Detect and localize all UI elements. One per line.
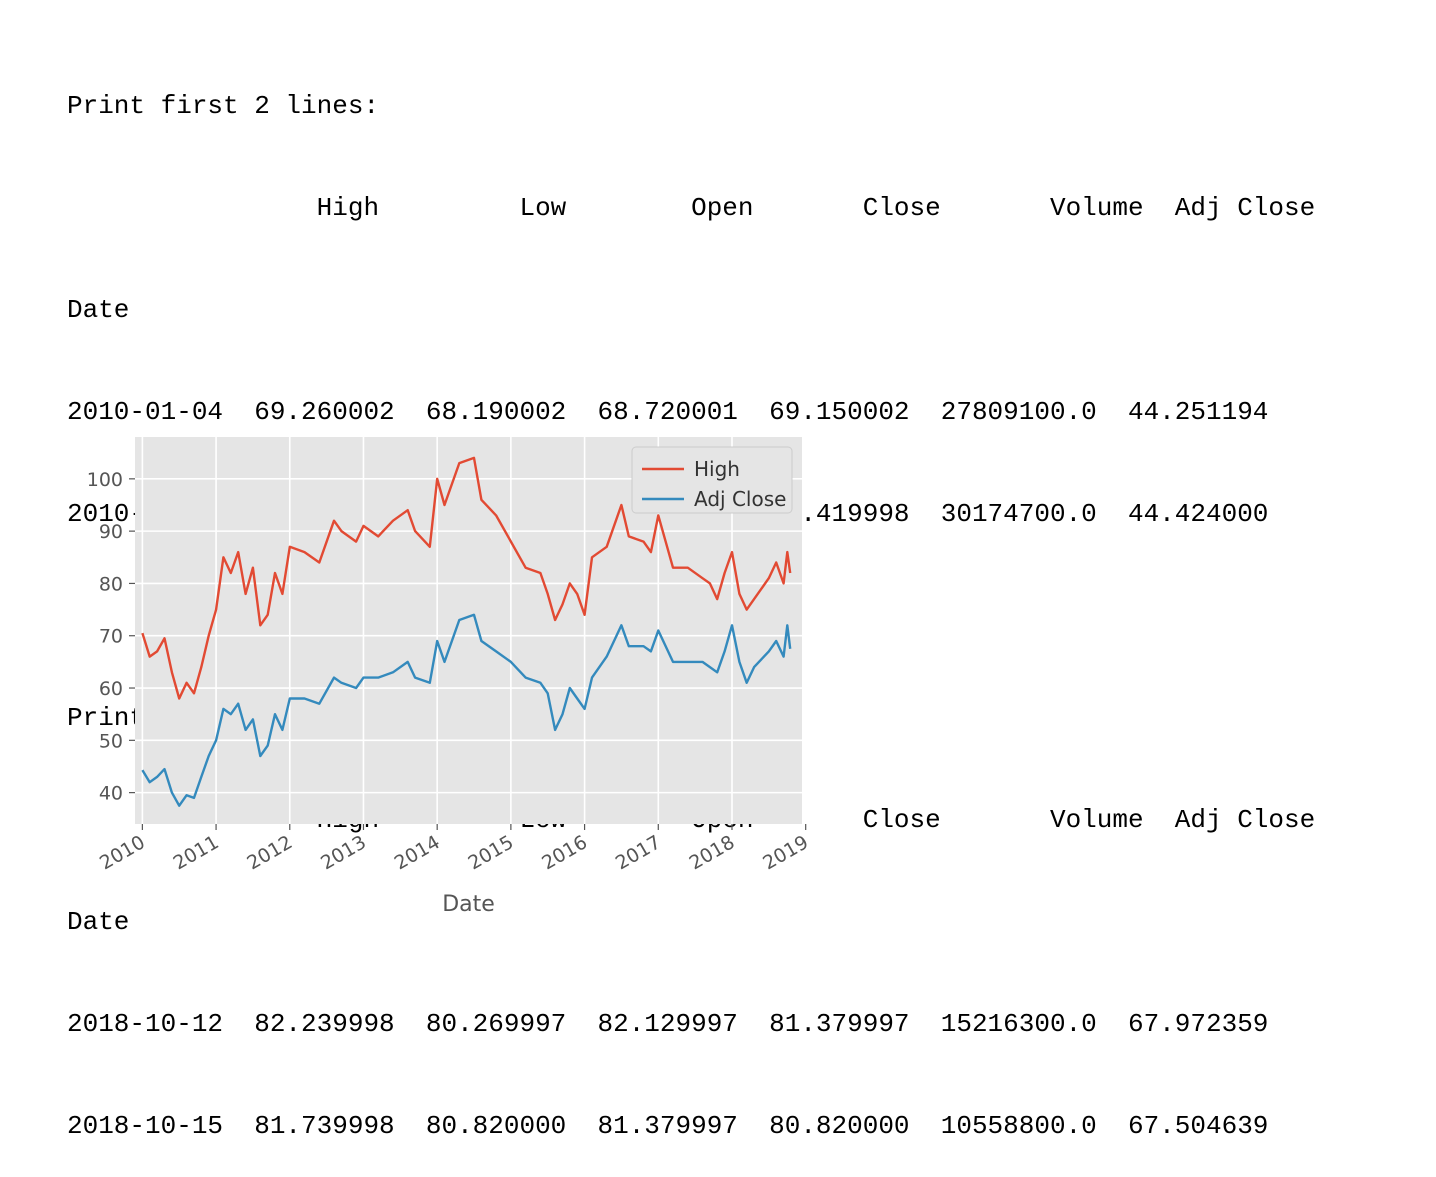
legend-box (631, 446, 793, 514)
x-tick-label: 2011 (170, 831, 223, 874)
index-name: Date (67, 295, 130, 325)
x-tick-label: 2013 (317, 831, 370, 874)
table-header: High Low Open Close Volume Adj Close (67, 193, 1316, 223)
section-title: Print first 2 lines: (67, 91, 380, 121)
index-name: Date (67, 907, 130, 937)
table-row: 2010-01-04 69.260002 68.190002 68.720001… (67, 397, 1269, 427)
x-axis-label: Date (442, 892, 495, 917)
x-tick-label: 2012 (243, 831, 296, 874)
legend-label: Adj Close (694, 487, 786, 511)
series-line-high (141, 456, 792, 700)
y-tick-label: 40 (99, 783, 123, 805)
series-line-adj-close (141, 613, 792, 807)
y-tick-label: 100 (87, 469, 123, 491)
table-row: 2018-10-15 81.739998 80.820000 81.379997… (67, 1111, 1269, 1141)
x-tick-label: 2010 (96, 831, 149, 874)
line-chart: 2010 2011 2012 2013 2014 2015 2016 2017 2018 2019… (87, 437, 812, 917)
y-tick-label: 90 (99, 521, 123, 543)
y-tick-label: 50 (99, 730, 123, 752)
legend-label: High (694, 457, 740, 481)
table-row: 2018-10-12 82.239998 80.269997 82.129997… (67, 1009, 1269, 1039)
x-tick-label: 2015 (464, 831, 517, 874)
y-tick-label: 80 (99, 573, 123, 595)
y-tick-label: 70 (99, 626, 123, 648)
x-tick-label: 2019 (759, 831, 812, 874)
x-tick-label: 2014 (391, 831, 444, 874)
x-tick-label: 2018 (686, 831, 739, 874)
y-tick-label: 60 (99, 678, 123, 700)
x-tick-label: 2017 (612, 831, 665, 874)
x-tick-label: 2016 (538, 831, 591, 874)
